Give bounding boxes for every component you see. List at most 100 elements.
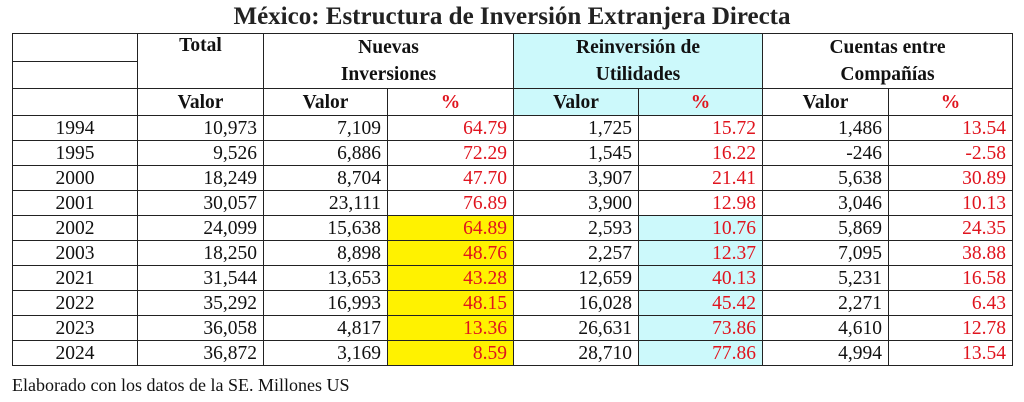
cuentas-valor-cell: 4,994 [762,340,890,366]
source-note: Elaborado con los datos de la SE. Millon… [12,375,350,395]
nuevas-valor-cell: 4,817 [263,315,388,341]
nuevas-valor-cell: 16,993 [263,290,388,316]
cuentas-pct-cell: 38.88 [888,240,1014,266]
subheader-cuentas-valor: Valor [762,88,890,116]
cuentas-valor-cell: 7,095 [762,240,890,266]
table-row: 1994 10,973 7,109 64.79 1,725 15.72 1,486 13.54 [12,115,1014,141]
table-row: 2000 18,249 8,704 47.70 3,907 21.41 5,638 30.89 [12,165,1014,191]
table-row: 2002 24,099 15,638 64.89 2,593 10.76 5,869 24.3… [12,215,1014,241]
subheader-total-valor: Valor [137,88,264,116]
year-cell: 2024 [12,340,138,366]
table-row: 2021 31,544 13,653 43.28 12,659 40.13 5,231 16.… [12,265,1014,291]
table-row: 2022 35,292 16,993 48.15 16,028 45.42 2,271 6.4… [12,290,1014,316]
nuevas-pct-cell: 76.89 [386,190,515,216]
total-valor-cell: 35,292 [137,290,264,316]
year-cell: 2021 [12,265,138,291]
total-valor-cell: 30,057 [137,190,264,216]
nuevas-pct-cell: 13.36 [386,315,515,341]
table-row: 2024 36,872 3,169 8.59 28,710 77.86 4,994 13.54 [12,340,1014,366]
nuevas-valor-cell: 8,704 [263,165,388,191]
year-cell: 2002 [12,215,138,241]
total-valor-cell: 31,544 [137,265,264,291]
nuevas-pct-cell: 72.29 [386,140,515,166]
nuevas-valor-cell: 23,111 [263,190,388,216]
reinversion-valor-cell: 3,900 [513,190,640,216]
table-row: 2023 36,058 4,817 13.36 26,631 73.86 4,610 12.7… [12,315,1014,341]
cuentas-pct-cell: 6.43 [888,290,1014,316]
corner-cell-sub [12,88,138,116]
nuevas-valor-cell: 15,638 [263,215,388,241]
total-valor-cell: 36,872 [137,340,264,366]
cuentas-pct-cell: 10.13 [888,190,1014,216]
cuentas-valor-cell: 1,486 [762,115,890,141]
header-cuentas-companias: Cuentas entre Compañías [762,33,1014,89]
cuentas-valor-cell: 5,231 [762,265,890,291]
nuevas-valor-cell: 8,898 [263,240,388,266]
reinversion-valor-cell: 1,725 [513,115,640,141]
year-cell: 1995 [12,140,138,166]
reinversion-valor-cell: 12,659 [513,265,640,291]
table-row: 2003 18,250 8,898 48.76 2,257 12.37 7,095 38.88 [12,240,1014,266]
cuentas-pct-cell: 13.54 [888,340,1014,366]
cuentas-pct-cell: 16.58 [888,265,1014,291]
total-valor-cell: 9,526 [137,140,264,166]
cuentas-valor-cell: 5,869 [762,215,890,241]
subheader-reinversion-valor: Valor [513,88,640,116]
year-cell: 2023 [12,315,138,341]
fdi-structure-table: Total Nuevas Inversiones Reinversión de … [12,33,1014,366]
header-nuevas-inversiones: Nuevas Inversiones [262,33,515,89]
cuentas-valor-cell: 3,046 [762,190,890,216]
reinversion-valor-cell: 2,257 [513,240,640,266]
cuentas-valor-cell: 5,638 [762,165,890,191]
reinversion-valor-cell: 28,710 [513,340,640,366]
corner-cell-top [12,33,138,62]
cuentas-pct-cell: -2.58 [888,140,1014,166]
reinversion-pct-cell: 21.41 [638,165,764,191]
table-title: México: Estructura de Inversión Extranje… [233,3,791,30]
total-valor-cell: 10,973 [137,115,264,141]
table-row: 1995 9,526 6,886 72.29 1,545 16.22 -246 -2.58 [12,140,1014,166]
cuentas-pct-cell: 24.35 [888,215,1014,241]
reinversion-pct-cell: 15.72 [638,115,764,141]
nuevas-valor-cell: 13,653 [263,265,388,291]
total-valor-cell: 18,250 [137,240,264,266]
table-row: 2001 30,057 23,111 76.89 3,900 12.98 3,046 10.1… [12,190,1014,216]
cuentas-pct-cell: 13.54 [888,115,1014,141]
nuevas-valor-cell: 3,169 [263,340,388,366]
nuevas-pct-cell: 47.70 [386,165,515,191]
reinversion-valor-cell: 26,631 [513,315,640,341]
nuevas-valor-cell: 7,109 [263,115,388,141]
year-cell: 2000 [12,165,138,191]
corner-cell-bottom [12,60,138,89]
reinversion-valor-cell: 3,907 [513,165,640,191]
header-reinversion-utilidades: Reinversión de Utilidades [513,33,764,89]
cuentas-pct-cell: 30.89 [888,165,1014,191]
reinversion-pct-cell: 73.86 [638,315,764,341]
cuentas-valor-cell: 4,610 [762,315,890,341]
reinversion-valor-cell: 16,028 [513,290,640,316]
nuevas-pct-cell: 8.59 [386,340,515,366]
reinversion-pct-cell: 12.98 [638,190,764,216]
nuevas-pct-cell: 48.76 [386,240,515,266]
year-cell: 1994 [12,115,138,141]
year-cell: 2001 [12,190,138,216]
year-cell: 2022 [12,290,138,316]
header-total: Total [137,33,264,89]
total-valor-cell: 18,249 [137,165,264,191]
cuentas-pct-cell: 12.78 [888,315,1014,341]
reinversion-pct-cell: 16.22 [638,140,764,166]
cuentas-valor-cell: -246 [762,140,890,166]
subheader-reinversion-pct: % [638,88,764,116]
subheader-cuentas-pct: % [888,88,1014,116]
subheader-nuevas-pct: % [386,88,515,116]
reinversion-pct-cell: 12.37 [638,240,764,266]
reinversion-valor-cell: 2,593 [513,215,640,241]
year-cell: 2003 [12,240,138,266]
nuevas-pct-cell: 64.79 [386,115,515,141]
reinversion-pct-cell: 10.76 [638,215,764,241]
total-valor-cell: 36,058 [137,315,264,341]
nuevas-pct-cell: 43.28 [386,265,515,291]
reinversion-pct-cell: 45.42 [638,290,764,316]
subheader-nuevas-valor: Valor [263,88,388,116]
total-valor-cell: 24,099 [137,215,264,241]
